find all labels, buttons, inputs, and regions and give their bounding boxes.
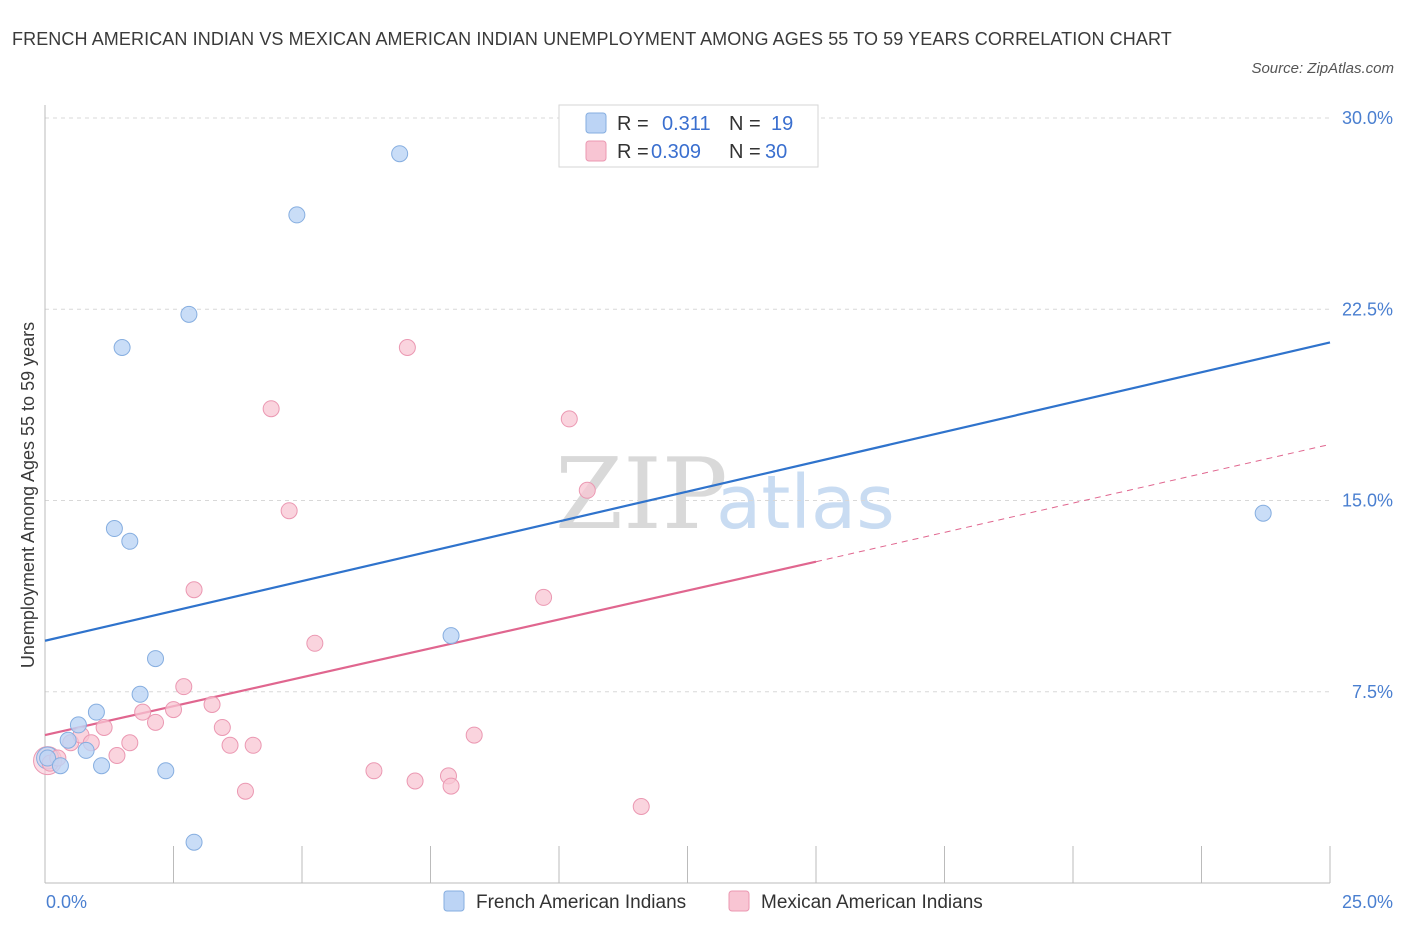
point-french (442, 627, 460, 645)
point-french (113, 339, 131, 356)
source-label: Source: ZipAtlas.com (1251, 60, 1394, 77)
point-mexican (632, 798, 650, 815)
point-french (59, 731, 77, 749)
point-mexican (365, 762, 383, 780)
point-french (51, 757, 69, 775)
watermark-atlas: atlas (716, 460, 895, 546)
point-mexican (442, 777, 460, 795)
y-tick-label: 30.0% (1342, 108, 1393, 128)
point-mexican (244, 736, 262, 754)
point-mexican (535, 588, 553, 606)
y-tick-label: 22.5% (1342, 299, 1393, 319)
point-french (185, 833, 203, 851)
point-mexican (134, 703, 152, 721)
top-legend: R = 0.311 N = 19 R = 0.309 N = 30 (558, 104, 819, 168)
point-french (288, 206, 306, 224)
point-mexican (175, 678, 193, 696)
point-french (147, 650, 165, 668)
point-french (93, 757, 111, 775)
point-french (121, 532, 139, 550)
trend-line-french (44, 341, 1331, 642)
point-french (87, 703, 105, 721)
point-french (391, 145, 409, 163)
point-french (69, 716, 87, 734)
point-french (1254, 504, 1272, 522)
point-mexican (306, 634, 324, 652)
point-mexican (108, 747, 126, 764)
point-mexican (406, 772, 424, 790)
point-mexican (578, 481, 596, 499)
legend-r-label-2: R = (617, 141, 649, 163)
y-tick-labels: 7.5% 15.0% 22.5% 30.0% (1342, 108, 1393, 702)
point-french (180, 305, 198, 323)
point-mexican (465, 726, 483, 744)
y-tick-label: 7.5% (1352, 682, 1393, 702)
legend-n-value-1: 19 (771, 113, 793, 135)
point-french (77, 741, 95, 759)
grid-lines (45, 117, 1330, 693)
x-tick-label-max: 25.0% (1342, 892, 1393, 912)
x-tick-labels: 0.0% 25.0% (46, 892, 1393, 912)
legend-r-label-1: R = (617, 113, 649, 135)
point-mexican (147, 713, 165, 731)
legend-r-value-1: 0.311 (662, 113, 711, 135)
x-tick-label-min: 0.0% (46, 892, 87, 912)
legend-n-label-2: N = (729, 141, 761, 163)
legend-n-value-2: 30 (765, 141, 787, 163)
bottom-legend-label-mexican: Mexican American Indians (761, 892, 983, 913)
legend-swatch-pink (585, 140, 607, 162)
point-french (105, 520, 123, 538)
point-mexican (121, 734, 139, 752)
bottom-legend: French American Indians Mexican American… (443, 890, 983, 913)
point-french (131, 685, 149, 703)
point-mexican (262, 400, 280, 418)
point-mexican (236, 782, 254, 800)
legend-n-label-1: N = (729, 113, 761, 135)
point-mexican (398, 339, 416, 356)
y-tick-label: 15.0% (1342, 491, 1393, 511)
chart-title: FRENCH AMERICAN INDIAN VS MEXICAN AMERIC… (12, 29, 1172, 49)
point-mexican (213, 718, 231, 736)
point-mexican (280, 502, 298, 520)
point-mexican (221, 736, 239, 754)
bottom-legend-label-french: French American Indians (476, 892, 686, 913)
legend-r-value-2: 0.309 (651, 141, 701, 163)
point-mexican (185, 581, 203, 599)
y-axis-label: Unemployment Among Ages 55 to 59 years (18, 322, 38, 668)
bottom-legend-swatch-pink (728, 890, 750, 912)
legend-swatch-blue (585, 112, 607, 134)
point-mexican (560, 410, 578, 428)
point-french (39, 749, 57, 767)
point-mexican (95, 718, 113, 736)
point-mexican (165, 701, 182, 719)
trend-line-mexican (44, 560, 817, 737)
point-french (157, 762, 175, 780)
data-points (33, 145, 1272, 851)
point-mexican (203, 696, 221, 713)
bottom-legend-swatch-blue (443, 890, 465, 912)
